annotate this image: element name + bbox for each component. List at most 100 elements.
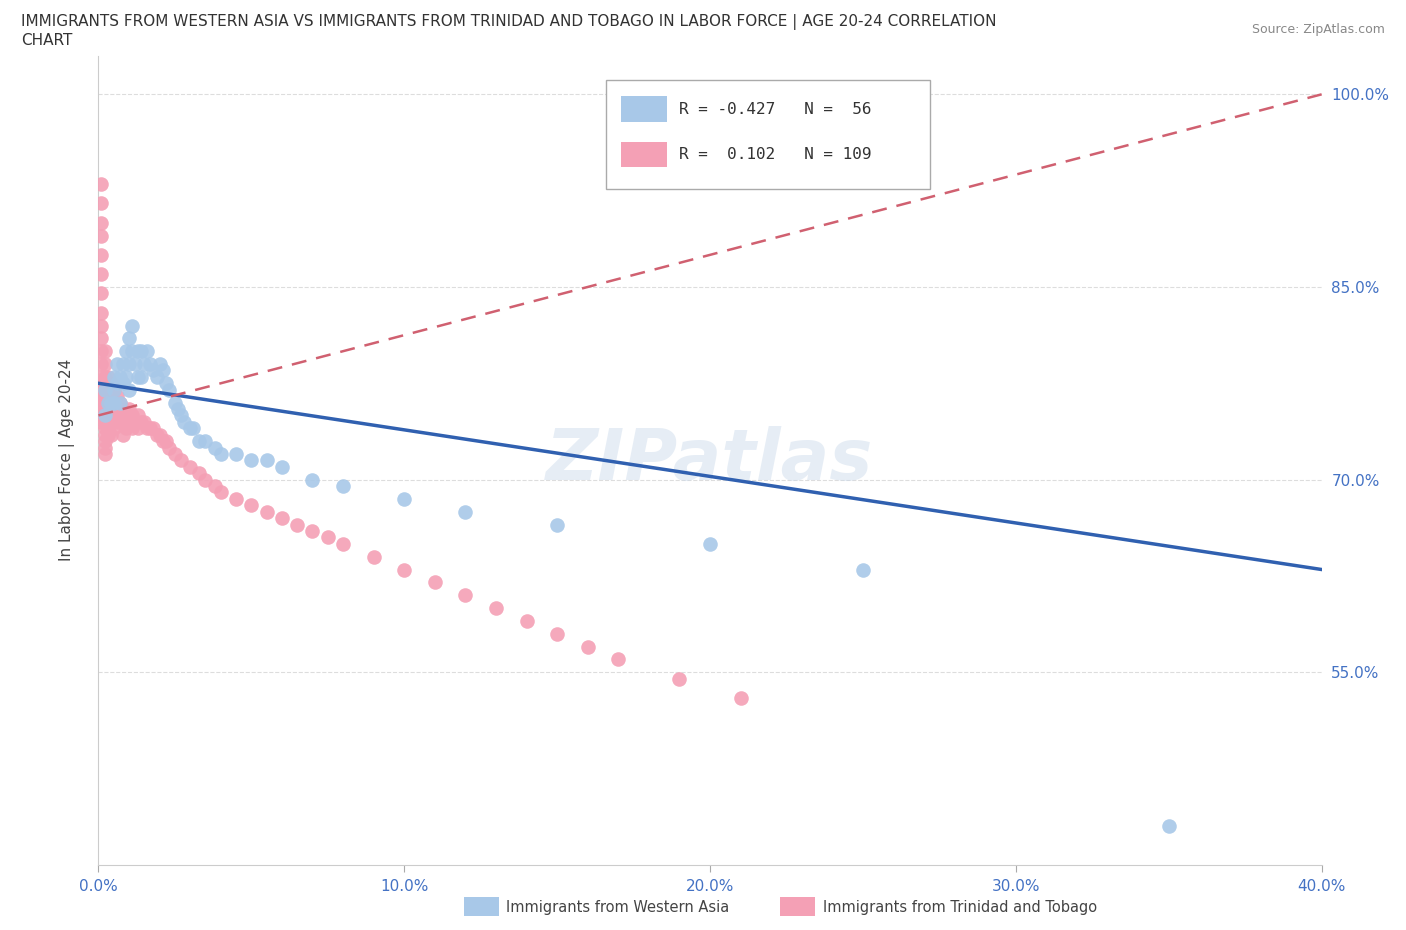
Point xyxy=(173,415,195,430)
Point xyxy=(90,415,112,430)
Point xyxy=(194,433,217,448)
Point xyxy=(90,402,112,417)
Point xyxy=(152,433,174,448)
Point xyxy=(454,504,477,519)
Point xyxy=(90,196,112,211)
Point xyxy=(115,408,138,423)
Point xyxy=(142,420,165,435)
Point xyxy=(301,472,323,487)
Point xyxy=(90,228,112,243)
Text: ZIPatlas: ZIPatlas xyxy=(547,426,873,495)
Point xyxy=(100,415,122,430)
Point xyxy=(157,382,180,397)
Point xyxy=(204,440,226,455)
Point xyxy=(100,395,122,410)
Point xyxy=(149,356,172,371)
Point xyxy=(93,344,115,359)
Point xyxy=(100,382,122,397)
Point xyxy=(145,427,167,442)
Point xyxy=(103,369,125,384)
Point xyxy=(139,420,162,435)
Point xyxy=(204,479,226,494)
Point xyxy=(240,498,263,512)
Point xyxy=(111,415,134,430)
Point xyxy=(103,395,125,410)
Point xyxy=(93,420,115,435)
Point xyxy=(124,415,146,430)
Point xyxy=(163,446,186,461)
Point xyxy=(93,408,115,423)
Point xyxy=(179,420,201,435)
Point xyxy=(90,395,112,410)
Point xyxy=(121,318,143,333)
Point xyxy=(332,537,354,551)
Point xyxy=(124,356,146,371)
Point xyxy=(111,427,134,442)
Point xyxy=(127,408,149,423)
Text: IMMIGRANTS FROM WESTERN ASIA VS IMMIGRANTS FROM TRINIDAD AND TOBAGO IN LABOR FOR: IMMIGRANTS FROM WESTERN ASIA VS IMMIGRAN… xyxy=(21,14,997,30)
Point xyxy=(118,356,141,371)
Point xyxy=(97,389,120,404)
Point xyxy=(546,517,568,532)
Point xyxy=(105,389,128,404)
Point xyxy=(93,382,115,397)
Point xyxy=(97,395,120,410)
Point xyxy=(111,376,134,391)
Bar xyxy=(620,141,668,167)
Point xyxy=(90,344,112,359)
Text: Source: ZipAtlas.com: Source: ZipAtlas.com xyxy=(1251,23,1385,36)
FancyBboxPatch shape xyxy=(606,80,931,190)
Point xyxy=(163,395,186,410)
Point xyxy=(155,433,177,448)
Point xyxy=(270,511,292,525)
Point xyxy=(121,420,143,435)
Point xyxy=(121,344,143,359)
Point xyxy=(90,331,112,346)
Text: Immigrants from Western Asia: Immigrants from Western Asia xyxy=(506,900,730,915)
Point xyxy=(93,433,115,448)
Point xyxy=(100,376,122,391)
Point xyxy=(97,382,120,397)
Point xyxy=(93,369,115,384)
Point xyxy=(179,459,201,474)
Point xyxy=(188,466,211,481)
Point xyxy=(108,395,131,410)
Point xyxy=(118,402,141,417)
Point xyxy=(111,402,134,417)
Point xyxy=(392,562,416,577)
Point xyxy=(115,369,138,384)
Point xyxy=(209,485,232,500)
Point xyxy=(225,491,247,506)
Point xyxy=(129,344,152,359)
Point xyxy=(100,402,122,417)
Point xyxy=(127,420,149,435)
Point xyxy=(93,395,115,410)
Point xyxy=(90,376,112,391)
Text: R =  0.102   N = 109: R = 0.102 N = 109 xyxy=(679,147,872,162)
Point xyxy=(546,626,568,641)
Point xyxy=(607,652,630,667)
Point xyxy=(108,395,131,410)
Point xyxy=(103,395,125,410)
Point xyxy=(1157,819,1180,834)
Point xyxy=(576,639,599,654)
Point xyxy=(103,382,125,397)
Point xyxy=(103,382,125,397)
Point xyxy=(90,356,112,371)
Point xyxy=(100,427,122,442)
Point xyxy=(485,601,508,616)
Point xyxy=(93,446,115,461)
Point xyxy=(111,356,134,371)
Point xyxy=(118,415,141,430)
Text: Immigrants from Trinidad and Tobago: Immigrants from Trinidad and Tobago xyxy=(823,900,1097,915)
Point xyxy=(316,530,339,545)
Point xyxy=(90,286,112,300)
Point xyxy=(149,427,172,442)
Point xyxy=(97,376,120,391)
Point xyxy=(256,504,278,519)
Bar xyxy=(620,97,668,122)
Point xyxy=(170,408,193,423)
Point xyxy=(188,433,211,448)
Point xyxy=(392,491,416,506)
Point xyxy=(209,446,232,461)
